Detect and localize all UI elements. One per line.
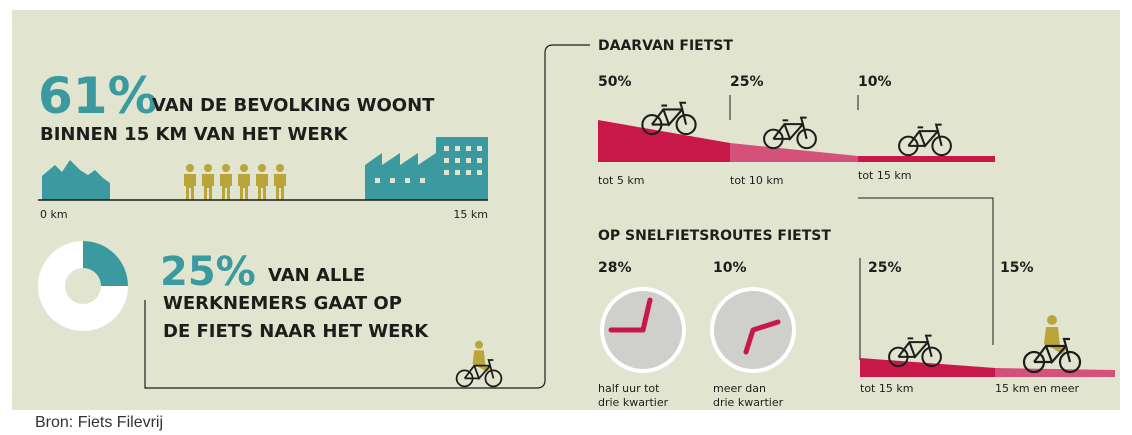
source: Bron: Fiets Filevrij <box>35 414 163 431</box>
percent: 10% <box>713 260 747 276</box>
distance-wedge <box>858 156 995 162</box>
percent: 25% <box>868 260 902 276</box>
distance-start: 0 km <box>40 208 68 221</box>
infographic: 61% VAN DE BEVOLKING WOONT BINNEN 15 KM … <box>0 0 1132 435</box>
percent: 15% <box>1000 260 1034 276</box>
range-label: tot 10 km <box>730 174 783 187</box>
headline-percent: 61% <box>38 67 158 125</box>
clock-icon <box>600 287 686 373</box>
range-label: tot 15 km <box>858 169 911 182</box>
section-title: OP SNELFIETSROUTES FIETST <box>598 228 831 244</box>
cyclists-line: VAN ALLE <box>268 265 365 286</box>
percent: 28% <box>598 260 632 276</box>
time-label: meer dan <box>713 382 766 395</box>
range-label: 15 km en meer <box>995 382 1080 395</box>
page: 61% VAN DE BEVOLKING WOONT BINNEN 15 KM … <box>0 0 1132 435</box>
cyclists-line: DE FIETS NAAR HET WERK <box>163 321 429 342</box>
panel <box>12 10 1120 410</box>
section-title: DAARVAN FIETST <box>598 38 733 54</box>
range-label: tot 5 km <box>598 174 644 187</box>
time-label: drie kwartier <box>598 396 669 409</box>
cyclists-percent: 25% <box>160 249 256 295</box>
headline-line: BINNEN 15 KM VAN HET WERK <box>40 124 349 145</box>
distance-end: 15 km <box>453 208 488 221</box>
time-label: drie kwartier <box>713 396 784 409</box>
time-label: half uur tot <box>598 382 660 395</box>
cyclists-line: WERKNEMERS GAAT OP <box>163 293 402 314</box>
percent: 10% <box>858 74 892 90</box>
percent: 50% <box>598 74 632 90</box>
percent: 25% <box>730 74 764 90</box>
headline-line: VAN DE BEVOLKING WOONT <box>152 95 435 116</box>
clock-icon <box>710 287 796 373</box>
range-label: tot 15 km <box>860 382 913 395</box>
